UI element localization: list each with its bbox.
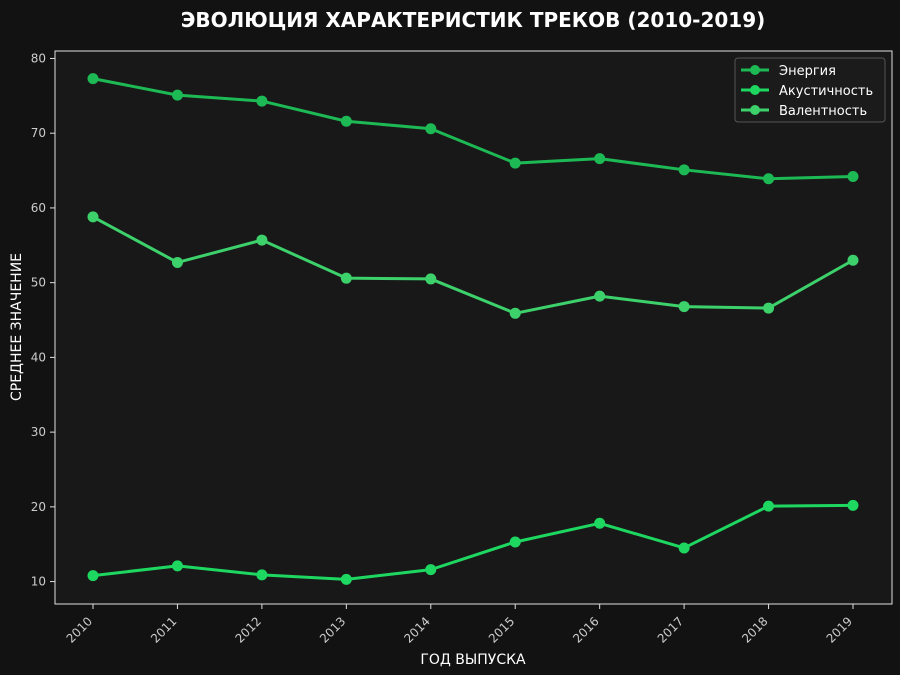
y-tick-label: 70 [31, 126, 46, 140]
y-tick-label: 20 [31, 500, 46, 514]
data-point [87, 73, 99, 85]
legend-marker [750, 65, 760, 75]
legend-label: Энергия [779, 64, 836, 79]
series-line [92, 77, 854, 181]
plot-area [54, 50, 893, 605]
data-point [763, 173, 775, 185]
legend-item: Валентность [741, 104, 867, 119]
data-point [594, 517, 606, 529]
data-point [509, 157, 521, 169]
series-line [92, 503, 854, 581]
data-point [340, 573, 352, 585]
data-point [763, 500, 775, 512]
data-point [171, 560, 183, 572]
data-point [594, 290, 606, 302]
y-axis-label: СРЕДНЕЕ ЗНАЧЕНИЕ [9, 253, 25, 401]
legend-label: Акустичность [779, 84, 873, 99]
data-point [509, 307, 521, 319]
data-point [340, 272, 352, 284]
data-point [256, 569, 268, 581]
series-1 [87, 73, 859, 185]
y-tick-label: 80 [31, 51, 46, 65]
data-point [87, 570, 99, 582]
data-point [256, 95, 268, 107]
data-point [678, 542, 690, 554]
data-point [425, 564, 437, 576]
data-point [340, 115, 352, 127]
legend-marker [750, 105, 760, 115]
y-tick-label: 50 [31, 276, 46, 290]
data-point [509, 536, 521, 548]
y-tick-label: 10 [31, 575, 46, 589]
y-tick-label: 40 [31, 350, 46, 364]
y-tick-label: 30 [31, 425, 46, 439]
data-point [847, 254, 859, 266]
series-line [92, 215, 854, 315]
data-point [425, 123, 437, 135]
data-point [171, 89, 183, 101]
series-layer [87, 73, 859, 585]
series-3 [87, 211, 859, 319]
data-point [256, 234, 268, 246]
x-axis-label: ГОД ВЫПУСКА [420, 652, 526, 668]
data-point [847, 171, 859, 183]
legend: Энергия Акустичность Валентность [734, 57, 886, 123]
data-point [594, 153, 606, 165]
y-tick-label: 60 [31, 201, 46, 215]
legend-marker [750, 85, 760, 95]
legend-label: Валентность [779, 104, 867, 119]
chart-title: ЭВОЛЮЦИЯ ХАРАКТЕРИСТИК ТРЕКОВ (2010-2019… [181, 8, 766, 32]
legend-item: Акустичность [741, 84, 873, 99]
data-point [171, 256, 183, 268]
data-point [678, 301, 690, 313]
data-point [87, 211, 99, 223]
data-point [763, 302, 775, 314]
data-point [425, 273, 437, 285]
legend-item: Энергия [741, 64, 836, 79]
legend-box [734, 57, 886, 123]
series-2 [87, 499, 859, 585]
data-point [678, 164, 690, 176]
data-point [847, 499, 859, 511]
